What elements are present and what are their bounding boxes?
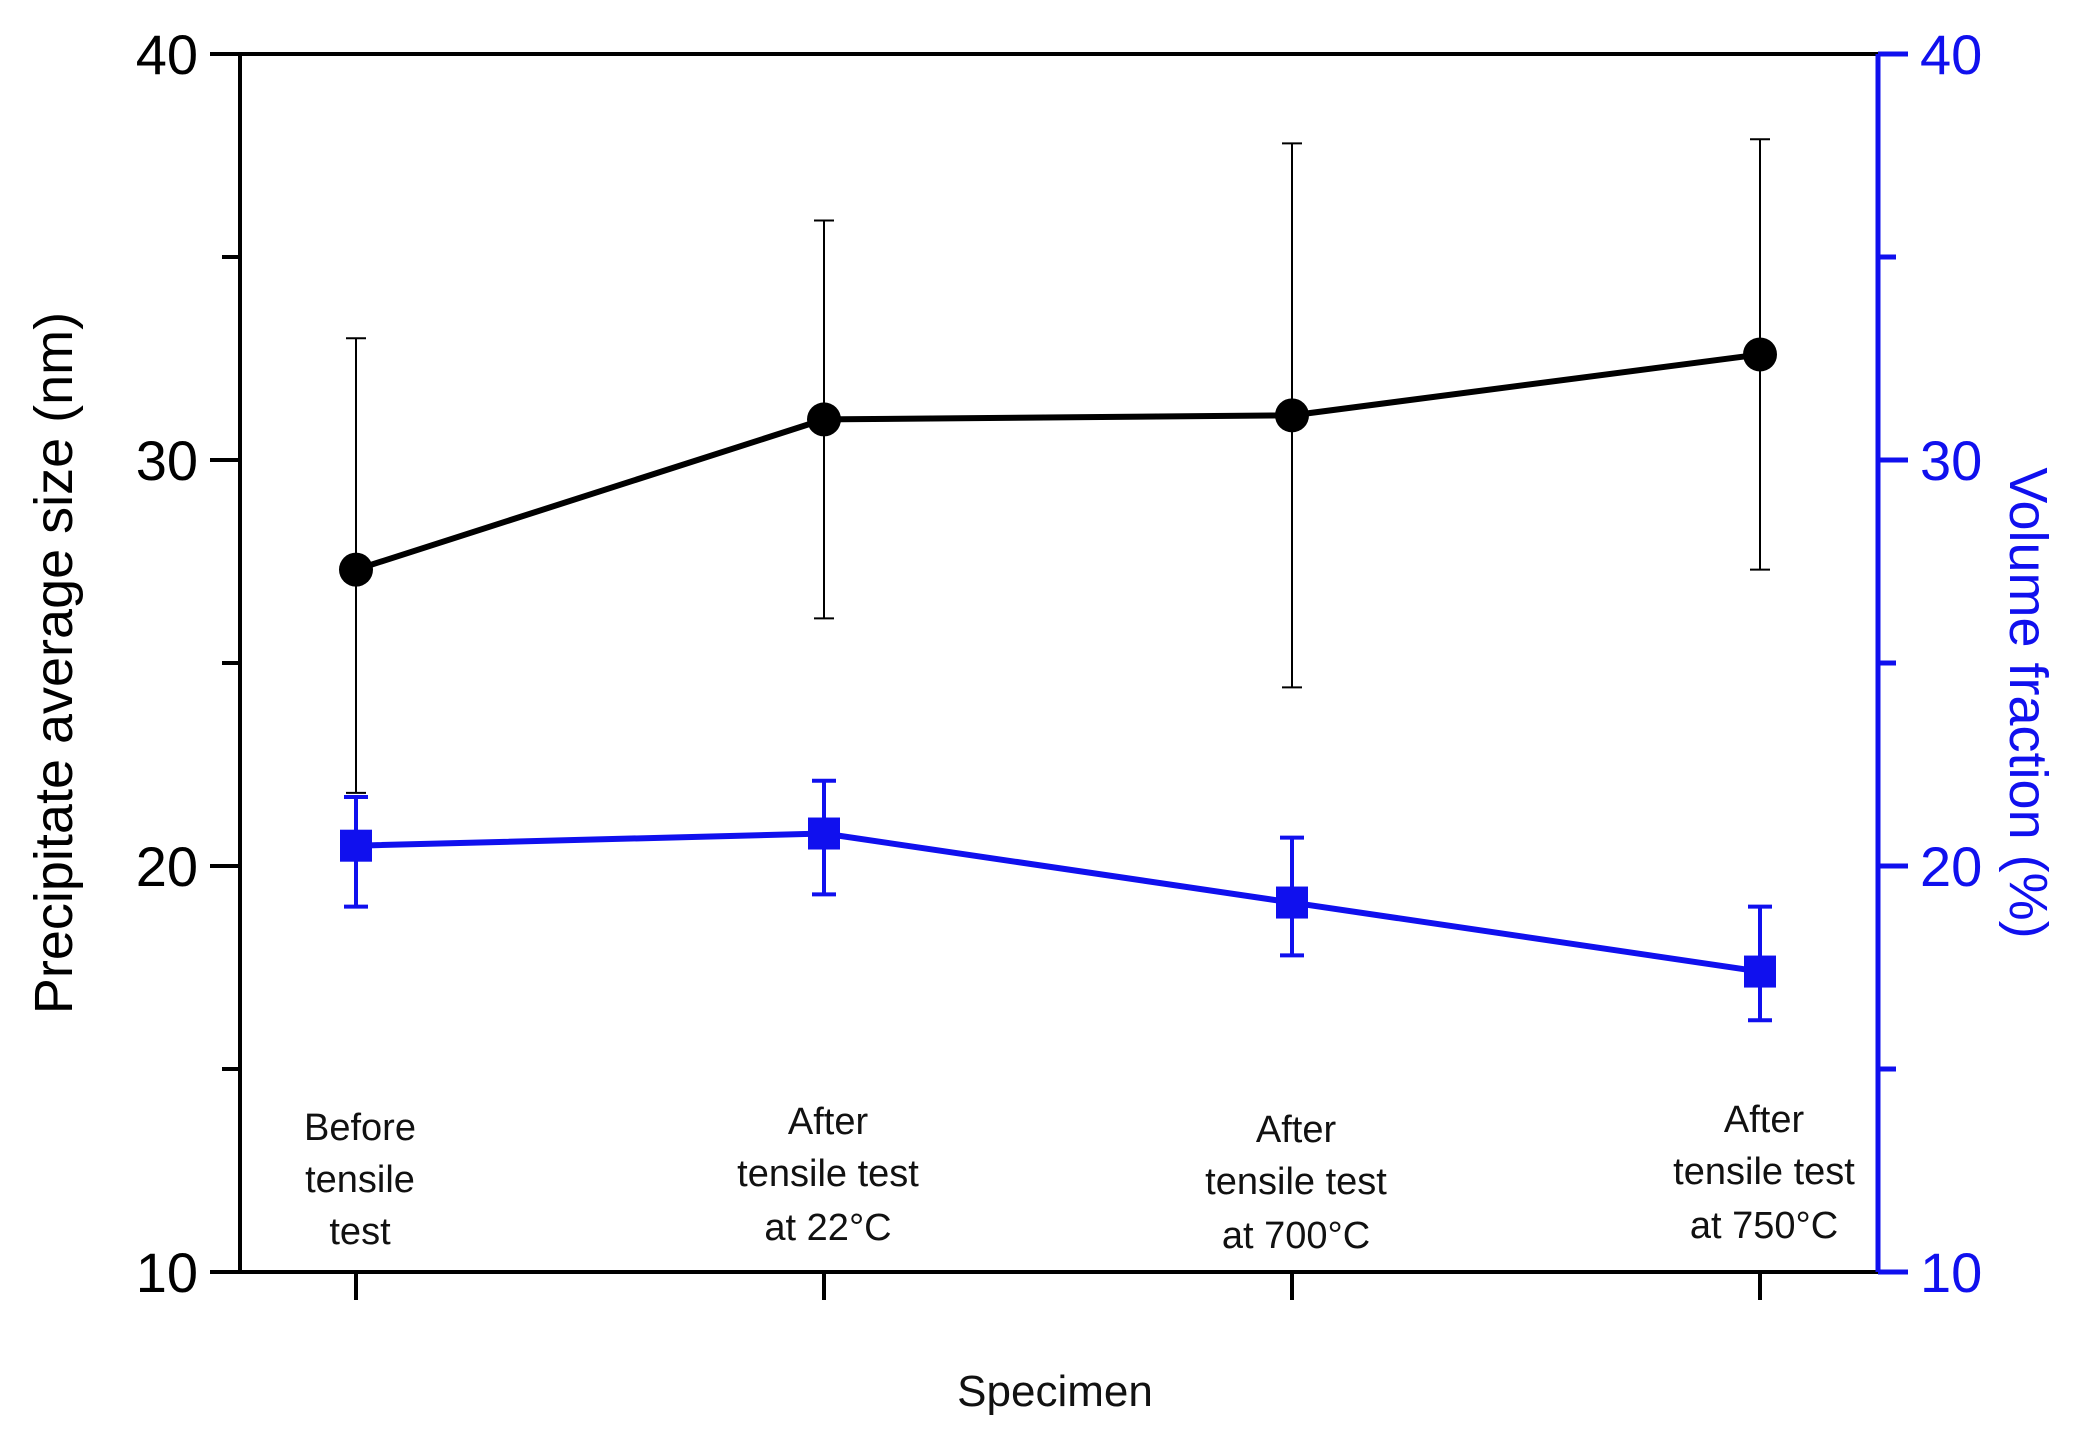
right-tick-label: 10 xyxy=(1920,1241,1982,1304)
data-point-circle xyxy=(339,552,373,587)
data-point-square xyxy=(1276,886,1308,919)
series-0 xyxy=(339,138,1777,794)
category-label: tensile xyxy=(305,1159,415,1201)
data-point-circle xyxy=(807,402,841,437)
category-label: test xyxy=(329,1211,391,1253)
right-tick-label: 30 xyxy=(1920,429,1982,492)
category-label: at 22°C xyxy=(764,1207,891,1249)
series-1 xyxy=(340,778,1776,1023)
data-point-circle xyxy=(1275,398,1309,433)
category-label: at 700°C xyxy=(1222,1215,1370,1257)
category-label: After xyxy=(788,1101,869,1143)
data-point-square xyxy=(808,817,840,850)
left-tick-label: 10 xyxy=(136,1241,198,1304)
y2-axis-title: Volume fraction (%) xyxy=(1998,467,2058,938)
labels-layer: 10 20 30 40 10 20 30 40 Before tensile test After te… xyxy=(24,23,2058,1416)
series-layer xyxy=(339,138,1777,1023)
left-tick-label: 30 xyxy=(136,429,198,492)
y-axis-title: Precipitate average size (nm) xyxy=(24,312,84,1014)
category-label: tensile test xyxy=(1205,1161,1387,1203)
data-point-circle xyxy=(1743,337,1777,372)
right-tick-label: 20 xyxy=(1920,835,1982,898)
left-tick-label: 40 xyxy=(136,23,198,86)
category-label: at 750°C xyxy=(1690,1205,1838,1247)
data-point-square xyxy=(340,829,372,862)
category-label: After xyxy=(1256,1109,1337,1151)
category-label: Before xyxy=(304,1107,416,1149)
category-label: tensile test xyxy=(737,1153,919,1195)
x-axis-title: Specimen xyxy=(957,1367,1153,1416)
category-label: After xyxy=(1724,1099,1805,1141)
category-label: tensile test xyxy=(1673,1151,1855,1193)
series-line xyxy=(355,830,1761,975)
axes-layer xyxy=(210,51,1908,1300)
left-tick-label: 20 xyxy=(136,835,198,898)
series-line xyxy=(355,351,1761,573)
right-tick-label: 40 xyxy=(1920,23,1982,86)
data-point-square xyxy=(1744,955,1776,988)
